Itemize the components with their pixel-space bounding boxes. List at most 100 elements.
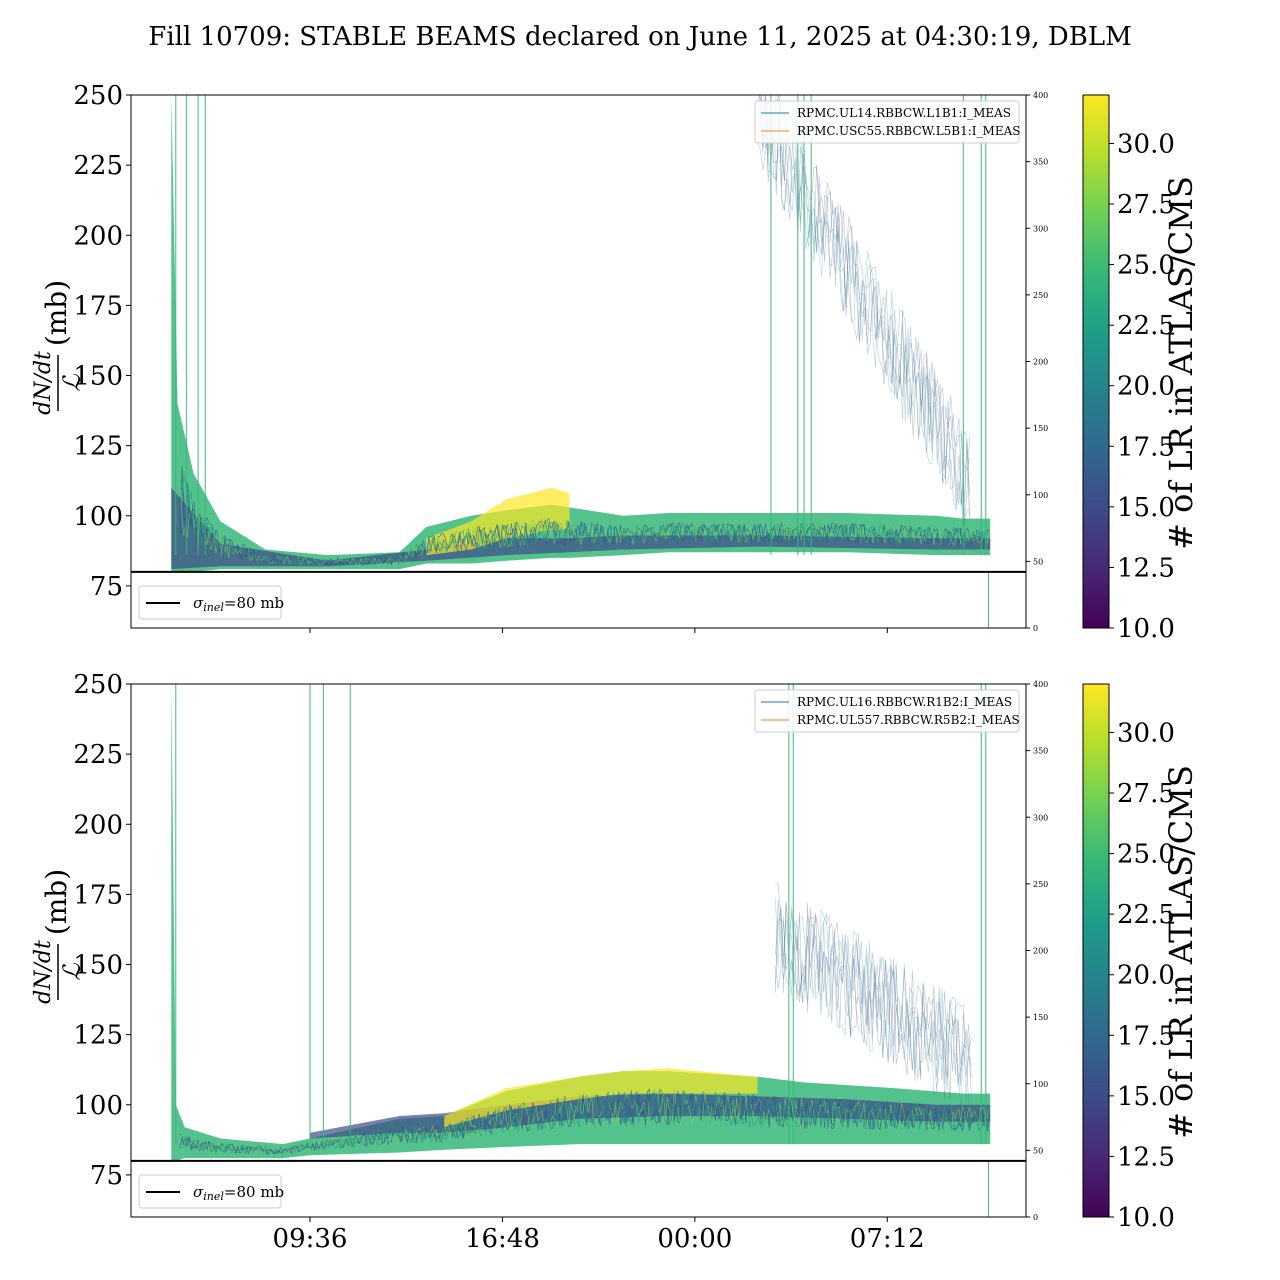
y2-tick-label: 250 (1033, 880, 1048, 889)
colorbar-tick-label: 20.0 (1117, 372, 1175, 402)
y2-tick-label: 350 (1033, 158, 1048, 167)
sigma-legend-label: σinel=80 mb (193, 594, 284, 614)
y2-tick-label: 400 (1033, 91, 1048, 100)
panel-bottom: 75 100 125 150 175 200 225 250 0 50 100 150 200 250 30… (31, 670, 1200, 1254)
y2-tick-label: 50 (1033, 557, 1043, 566)
data-scatter-5 (775, 897, 972, 1105)
y-tick-label: 100 (73, 1091, 123, 1121)
x-tick-label: 09:36 (273, 1224, 348, 1254)
y-tick-label: 150 (73, 362, 123, 392)
legend-entry-0: RPMC.UL14.RBBCW.L1B1:I_MEAS (797, 106, 1011, 120)
y2-tick-label: 100 (1033, 1080, 1048, 1089)
y-tick-label: 100 (73, 502, 123, 532)
data-scatter-2 (775, 901, 972, 1109)
plot-area (171, 684, 991, 1217)
colorbar-tick-label: 25.0 (1117, 251, 1175, 281)
panel-top: 75 100 125 150 175 200 225 250 0 50 100 150 200 250 30… (31, 81, 1200, 644)
y2-tick-label: 400 (1033, 680, 1048, 689)
y2-tick-label: 100 (1033, 491, 1048, 500)
y-axis-label: dN/dt ℒ (mb) (31, 869, 86, 1004)
colorbar-tick-label: 15.0 (1117, 493, 1175, 523)
data-scatter-3 (775, 883, 972, 1099)
data-scatter-5 (757, 95, 970, 519)
y2-tick-label: 150 (1033, 424, 1048, 433)
colorbar-tick-label: 10.0 (1117, 1203, 1175, 1233)
y-label-denominator: ℒ (58, 374, 86, 392)
colorbar-tick-label: 20.0 (1117, 961, 1175, 991)
figure-title: Fill 10709: STABLE BEAMS declared on Jun… (148, 22, 1131, 52)
y-tick-label: 175 (73, 880, 123, 910)
data-trace-2 (179, 1088, 990, 1155)
colorbar-tick-label: 22.5 (1117, 311, 1175, 341)
colorbar-label: # of LR in ATLAS/CMS (1162, 176, 1200, 550)
data-trace-2 (179, 455, 990, 567)
colorbar-tick-label: 27.5 (1117, 779, 1175, 809)
x-tick-label: 07:12 (850, 1224, 925, 1254)
data-scatter-1 (757, 95, 970, 522)
y-tick-label: 200 (73, 810, 123, 840)
data-scatter-4 (775, 913, 972, 1103)
colorbar-tick-label: 17.5 (1117, 432, 1175, 462)
colorbar-tick-label: 27.5 (1117, 190, 1175, 220)
legend-entry-1: RPMC.UL557.RBBCW.R5B2:I_MEAS (797, 713, 1020, 727)
y2-tick-label: 0 (1033, 1213, 1038, 1222)
colorbar-gradient (1082, 683, 1110, 1218)
y2-tick-label: 250 (1033, 291, 1048, 300)
data-scatter-1 (775, 911, 972, 1105)
y-label-numerator: dN/dt (31, 940, 56, 1004)
series-legend-box (754, 100, 1020, 144)
y-tick-label: 125 (73, 1021, 123, 1051)
data-band-1 (171, 487, 991, 570)
y2-tick-label: 150 (1033, 1013, 1048, 1022)
series-legend-box (754, 689, 1020, 733)
data-scatter-2 (757, 95, 970, 517)
colorbar-gradient (1082, 94, 1110, 629)
y-label-unit: (mb) (40, 869, 73, 935)
series-legend: RPMC.UL14.RBBCW.L1B1:I_MEAS RPMC.USC55.RB… (754, 100, 1020, 144)
data-trace-3 (179, 482, 990, 566)
y-tick-label: 125 (73, 432, 123, 462)
y-label-unit: (mb) (40, 280, 73, 346)
colorbar-tick-label: 15.0 (1117, 1082, 1175, 1112)
colorbar-tick-label: 30.0 (1117, 718, 1175, 748)
sigma-legend-box (138, 1174, 282, 1209)
colorbar-tick-label: 12.5 (1117, 1142, 1175, 1172)
y-tick-label: 225 (73, 740, 123, 770)
colorbar-tick-label: 30.0 (1117, 129, 1175, 159)
y2-tick-label: 300 (1033, 813, 1048, 822)
y-tick-label: 250 (73, 81, 123, 111)
x-tick-label: 16:48 (465, 1224, 540, 1254)
y2-tick-label: 200 (1033, 947, 1048, 956)
y2-tick-label: 50 (1033, 1146, 1043, 1155)
data-scatter-3 (759, 95, 970, 517)
colorbar: 10.0 12.5 15.0 17.5 20.0 22.5 25.0 27.5 30.0 # of… (1082, 683, 1200, 1233)
y-tick-label: 200 (73, 221, 123, 251)
colorbar-tick-label: 17.5 (1117, 1021, 1175, 1051)
plot-area (171, 95, 991, 628)
data-scatter-0 (775, 899, 972, 1086)
data-band-2 (444, 1068, 758, 1128)
y-label-denominator: ℒ (58, 963, 86, 981)
data-trace-1 (179, 475, 990, 566)
y-label-numerator: dN/dt (31, 351, 56, 415)
colorbar-tick-label: 10.0 (1117, 614, 1175, 644)
colorbar-tick-label: 25.0 (1117, 840, 1175, 870)
colorbar: 10.0 12.5 15.0 17.5 20.0 22.5 25.0 27.5 30.0 # of… (1082, 94, 1200, 644)
x-tick-label: 00:00 (657, 1224, 732, 1254)
y2-tick-label: 200 (1033, 358, 1048, 367)
data-band-0 (171, 95, 991, 572)
legend-entry-0: RPMC.UL16.RBBCW.R1B2:I_MEAS (797, 695, 1012, 709)
colorbar-label: # of LR in ATLAS/CMS (1162, 765, 1200, 1139)
data-scatter-0 (757, 95, 970, 527)
y2-tick-label: 350 (1033, 747, 1048, 756)
y-tick-label: 150 (73, 951, 123, 981)
data-trace-3 (179, 1088, 990, 1155)
colorbar-tick-label: 22.5 (1117, 900, 1175, 930)
y-tick-label: 250 (73, 670, 123, 700)
y-tick-label: 75 (90, 572, 123, 602)
series-legend: RPMC.UL16.RBBCW.R1B2:I_MEAS RPMC.UL557.RB… (754, 689, 1020, 733)
y-tick-label: 225 (73, 151, 123, 181)
y-tick-label: 175 (73, 291, 123, 321)
sigma-legend-box (138, 585, 282, 620)
